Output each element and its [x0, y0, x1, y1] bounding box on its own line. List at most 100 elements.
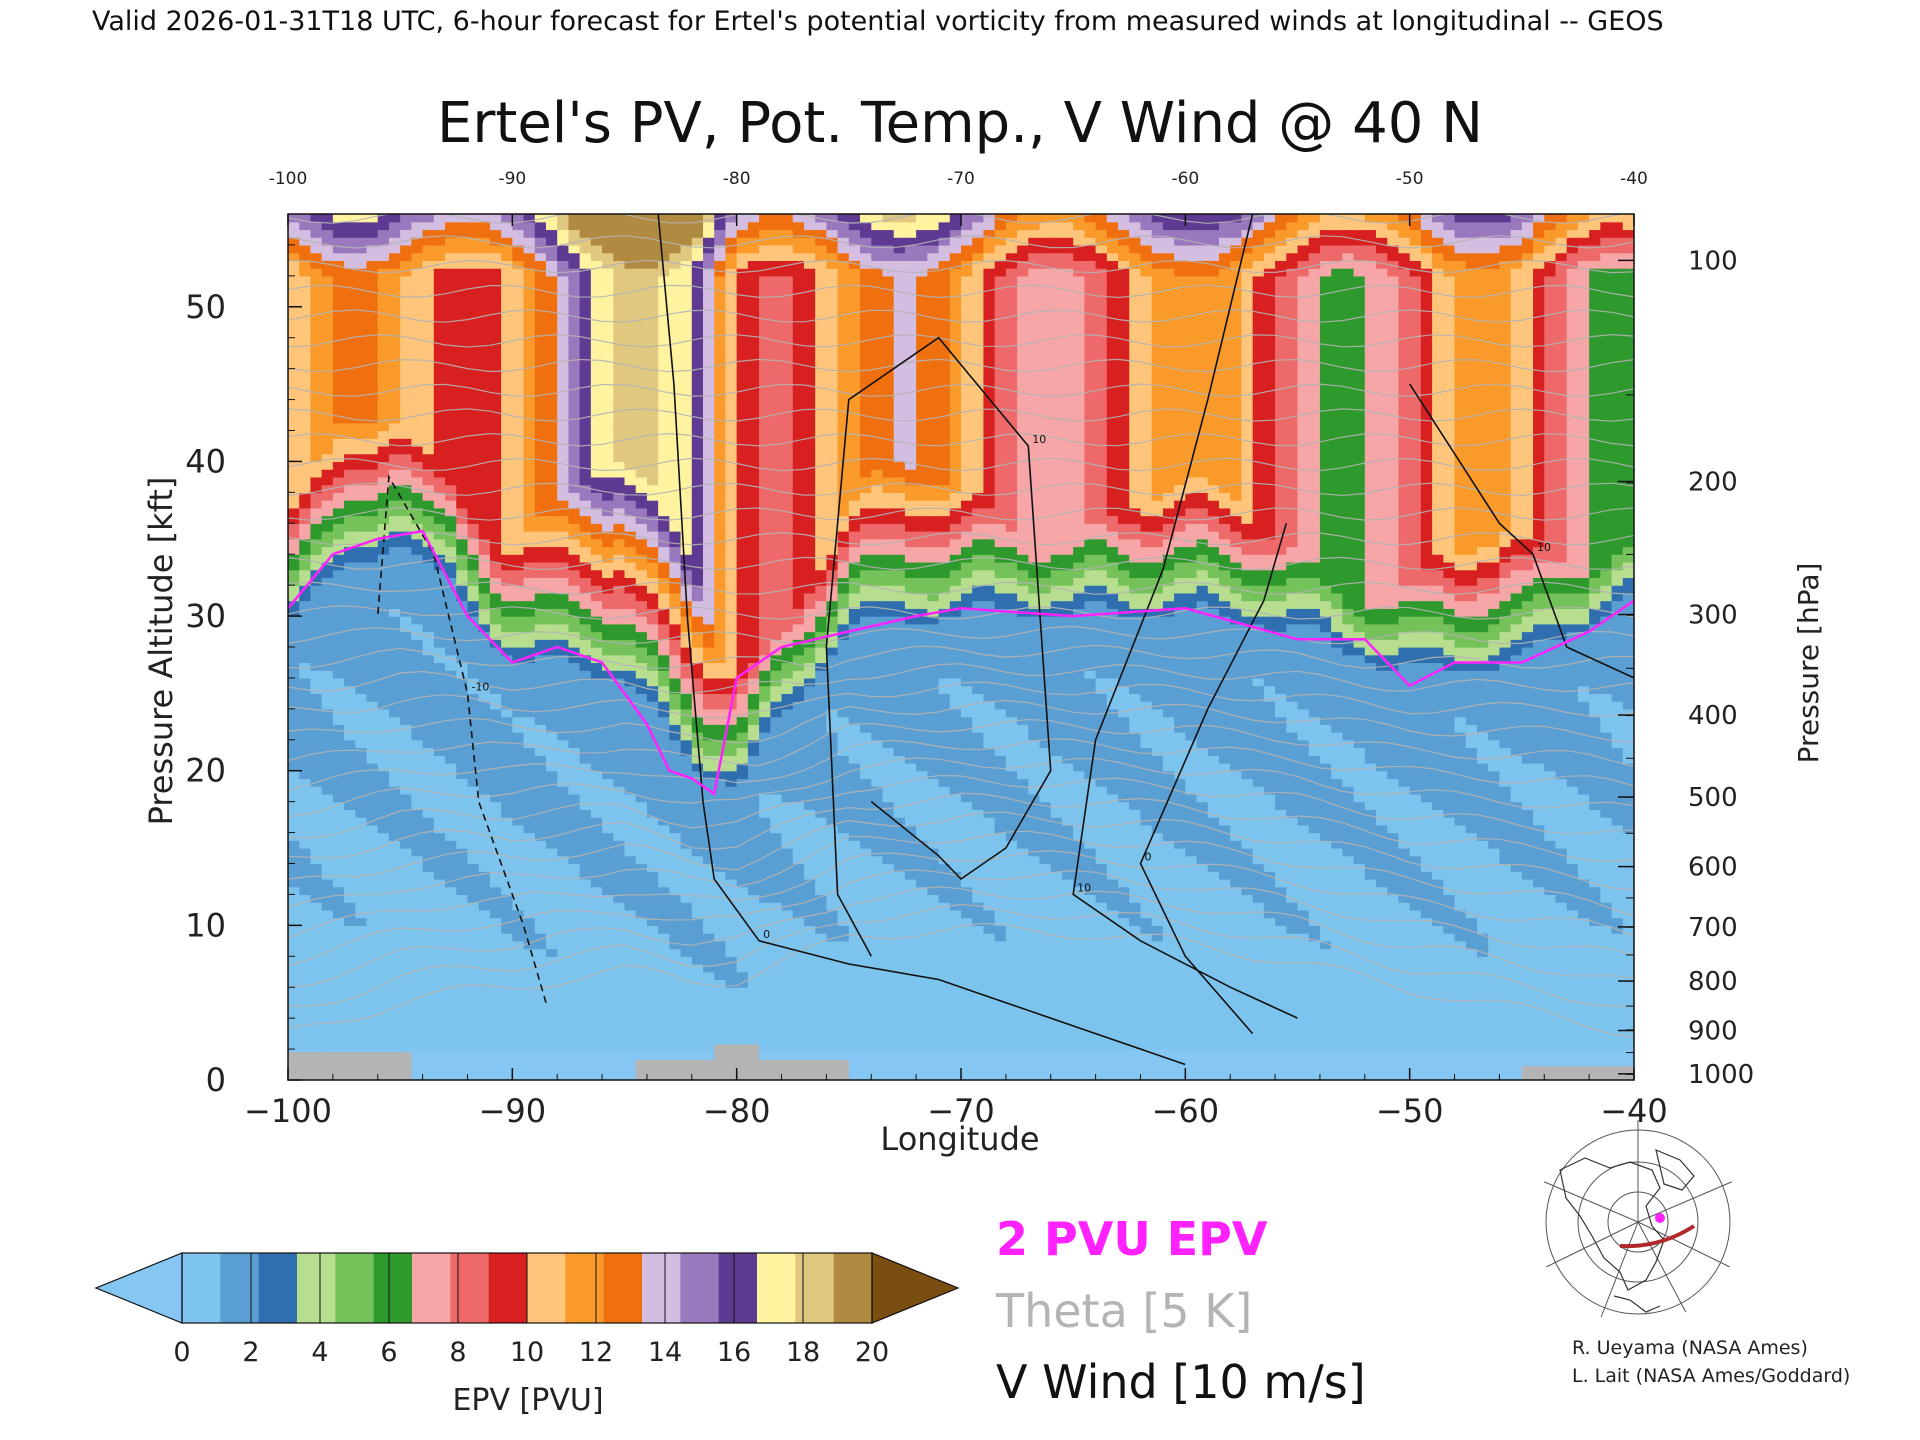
x-tick-label: −50: [1376, 1092, 1444, 1130]
theta-line: [288, 922, 1634, 1038]
v-wind-label: 10: [1537, 541, 1551, 554]
theta-line: [288, 663, 1634, 694]
colorbar-tick-label: 6: [380, 1337, 397, 1368]
theta-line: [288, 903, 1634, 1007]
colorbar-tick-label: 10: [510, 1337, 544, 1368]
theta-line: [288, 284, 1634, 299]
x-tick-label: −60: [1152, 1092, 1220, 1130]
v-wind-line: [657, 214, 1186, 1066]
legend-vwind: V Wind [10 m/s]: [996, 1355, 1366, 1409]
pressure-tick-label: 700: [1688, 913, 1738, 943]
y-tick-label: 30: [185, 597, 226, 635]
theta-line: [288, 869, 1634, 967]
colorbar-segment: [450, 1253, 490, 1323]
theta-line: [288, 681, 1634, 719]
y-tick-label: 40: [185, 442, 226, 480]
pressure-tick-label: 200: [1688, 468, 1738, 498]
theta-line: [288, 383, 1634, 398]
pressure-tick-label: 500: [1688, 783, 1738, 813]
x-tick-label-top: -80: [723, 169, 751, 189]
v-wind-label: 0: [763, 928, 770, 941]
y-axis-label-left: Pressure Altitude [kft]: [142, 477, 180, 826]
y-tick-label: 10: [185, 906, 226, 944]
theta-line: [288, 886, 1634, 988]
x-tick-label-top: -50: [1396, 169, 1424, 189]
legend-theta: Theta [5 K]: [995, 1284, 1252, 1338]
v-wind-label: 10: [1032, 433, 1046, 446]
v-wind-line: [825, 336, 1052, 957]
x-tick-label-top: -60: [1171, 169, 1199, 189]
colorbar-tick-label: 2: [242, 1337, 259, 1368]
colorbar-title: EPV [PVU]: [452, 1383, 603, 1418]
colorbar-segment: [757, 1253, 796, 1323]
theta-line: [288, 581, 1634, 596]
theta-line: [288, 556, 1634, 571]
v-wind-line: [376, 474, 547, 1003]
v-wind-label: 10: [1077, 881, 1091, 894]
theta-contours: [288, 214, 1634, 1038]
theta-line: [288, 625, 1634, 645]
pressure-tick-label: 100: [1688, 246, 1738, 276]
theta-line: [288, 259, 1634, 274]
theta-line: [288, 309, 1634, 323]
credit-line-1: R. Ueyama (NASA Ames): [1572, 1337, 1808, 1359]
x-tick-label: −70: [927, 1092, 995, 1130]
pressure-tick-label: 800: [1688, 967, 1738, 997]
x-tick-label: −40: [1600, 1092, 1668, 1130]
colorbar-segment: [565, 1253, 605, 1323]
theta-line: [288, 605, 1634, 620]
pressure-tick-label: 300: [1688, 601, 1738, 631]
theta-line: [288, 333, 1634, 348]
pressure-tick-label: 600: [1688, 853, 1738, 883]
colorbar-segment: [642, 1253, 681, 1323]
v-wind-line: [1139, 523, 1288, 1035]
colorbar-tick-label: 20: [855, 1337, 889, 1368]
colorbar-segment: [373, 1253, 413, 1323]
terrain-patch: [1521, 1066, 1634, 1080]
colorbar-segment: [335, 1253, 375, 1323]
x-axis-label: Longitude: [880, 1120, 1039, 1158]
terrain-patch: [288, 1052, 412, 1080]
colorbar-segment: [527, 1253, 566, 1323]
colorbar: 0 2 4 6 8 10 12 14 16 18 20: [94, 1252, 960, 1368]
x-tick-label: −100: [244, 1092, 332, 1130]
credit-line-2: L. Lait (NASA Ames/Goddard): [1572, 1365, 1850, 1387]
theta-line: [288, 408, 1634, 422]
colorbar-segment: [297, 1253, 336, 1323]
theta-line: [288, 757, 1634, 818]
forecast-header: Valid 2026-01-31T18 UTC, 6-hour forecast…: [92, 6, 1664, 37]
pressure-tick-label: 400: [1688, 701, 1738, 731]
theta-line: [288, 738, 1634, 792]
colorbar-tick-label: 0: [173, 1337, 190, 1368]
theta-line: [288, 457, 1634, 472]
theta-line: [288, 482, 1634, 497]
v-wind-label: 0: [1144, 851, 1151, 864]
colorbar-over-arrow: [871, 1252, 960, 1324]
y-tick-label: 50: [185, 288, 226, 326]
colorbar-segment: [718, 1253, 758, 1323]
colorbar-tick-label: 18: [786, 1337, 820, 1368]
v-wind-label: -10: [471, 680, 489, 693]
colorbar-segment: [182, 1253, 221, 1323]
theta-line: [288, 644, 1634, 670]
tropopause-2pvu-line: [288, 529, 1634, 797]
theta-line: [288, 507, 1634, 521]
y-axis-label-right: Pressure [hPa]: [1792, 563, 1825, 764]
map-inset: [1536, 1120, 1737, 1321]
theta-line: [288, 358, 1634, 373]
colorbar-segment: [220, 1253, 260, 1323]
v-wind-contours: 0 10 10 0 10 -10: [376, 214, 1634, 1066]
x-tick-label-top: -100: [269, 169, 308, 189]
colorbar-segment: [412, 1253, 451, 1323]
theta-line: [288, 718, 1634, 768]
colorbar-segment: [488, 1253, 528, 1323]
theta-line: [288, 830, 1634, 917]
v-wind-line: [1072, 214, 1298, 1019]
colorbar-segment: [795, 1253, 835, 1323]
x-tick-label-top: -90: [498, 169, 526, 189]
theta-line: [288, 235, 1634, 249]
pressure-tick-label: 1000: [1688, 1060, 1754, 1090]
pressure-tick-label: 900: [1688, 1017, 1738, 1047]
colorbar-segment: [833, 1253, 873, 1323]
